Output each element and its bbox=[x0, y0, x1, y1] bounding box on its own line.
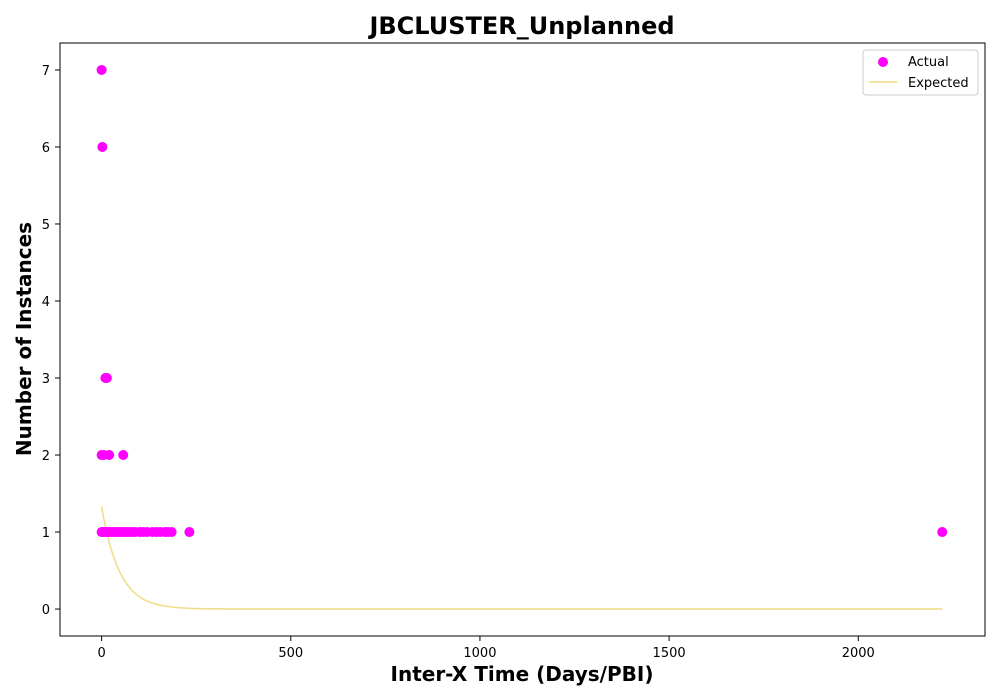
y-tick-label: 7 bbox=[42, 64, 50, 79]
actual-series bbox=[96, 64, 948, 538]
actual-point bbox=[101, 373, 112, 384]
chart-title: JBCLUSTER_Unplanned bbox=[367, 12, 674, 40]
y-axis-ticks: 0 1 2 3 4 5 6 7 bbox=[42, 64, 60, 618]
y-tick-label: 6 bbox=[42, 141, 50, 156]
actual-point bbox=[184, 527, 195, 538]
plot-area bbox=[60, 43, 985, 636]
y-tick-label: 3 bbox=[42, 372, 50, 387]
y-axis-label: Number of Instances bbox=[12, 222, 36, 456]
legend-box bbox=[862, 49, 979, 96]
y-tick-label: 1 bbox=[42, 526, 50, 541]
x-tick-label: 2000 bbox=[842, 646, 875, 661]
actual-point bbox=[96, 64, 107, 75]
plot-frame bbox=[59, 42, 986, 637]
legend-actual-label: Actual bbox=[908, 55, 949, 70]
x-tick-label: 500 bbox=[278, 646, 303, 661]
actual-point bbox=[118, 450, 129, 461]
expected-line bbox=[100, 506, 943, 610]
y-tick-label: 0 bbox=[42, 603, 50, 618]
actual-point bbox=[97, 141, 108, 152]
actual-point bbox=[166, 527, 177, 538]
y-tick-label: 2 bbox=[42, 449, 50, 464]
x-axis-label: Inter-X Time (Days/PBI) bbox=[391, 662, 654, 686]
x-tick-label: 1000 bbox=[463, 646, 496, 661]
x-tick-label: 0 bbox=[97, 646, 105, 661]
actual-point bbox=[104, 450, 115, 461]
legend: Actual Expected bbox=[862, 49, 979, 96]
y-tick-label: 4 bbox=[42, 295, 50, 310]
expected-series bbox=[100, 506, 943, 610]
y-tick-label: 5 bbox=[42, 218, 50, 233]
x-tick-label: 1500 bbox=[653, 646, 686, 661]
legend-expected-label: Expected bbox=[908, 76, 969, 91]
legend-actual-marker bbox=[878, 57, 888, 67]
x-axis-ticks: 0 500 1000 1500 2000 bbox=[97, 636, 875, 661]
actual-point bbox=[937, 527, 948, 538]
